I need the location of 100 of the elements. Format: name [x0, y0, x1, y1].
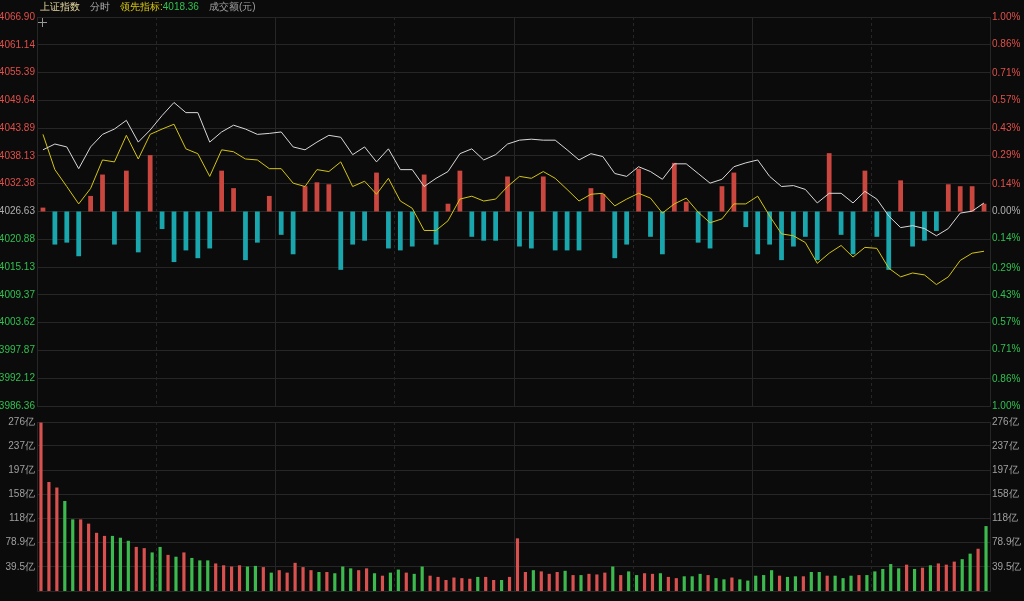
bar — [87, 523, 91, 591]
bar — [714, 578, 718, 591]
bar — [611, 566, 615, 591]
bar — [52, 211, 58, 245]
bar — [195, 211, 201, 259]
bar — [968, 553, 972, 591]
bar — [540, 176, 546, 212]
bar — [738, 579, 742, 591]
y2-tick-label: 0.29% — [992, 148, 1021, 160]
bar — [229, 566, 234, 591]
bar — [253, 565, 257, 591]
bar — [126, 540, 130, 591]
text: 成交额(元) — [208, 1, 256, 13]
chart-title: 上证指数 — [40, 1, 80, 13]
bar — [841, 578, 845, 591]
bar — [388, 572, 392, 591]
bar — [690, 576, 694, 591]
bar — [539, 571, 543, 591]
bar — [825, 575, 829, 591]
bar — [767, 211, 772, 245]
bar — [874, 211, 880, 237]
bar — [468, 578, 472, 591]
bar — [905, 564, 909, 591]
bar — [39, 422, 43, 591]
bar — [791, 211, 796, 247]
bar — [206, 560, 210, 591]
bar — [912, 568, 917, 591]
bar — [603, 572, 607, 591]
bar — [293, 562, 297, 591]
bar — [920, 567, 925, 591]
bar — [648, 211, 653, 237]
y2-tick-label: 0.57% — [992, 94, 1021, 106]
bar — [79, 519, 83, 591]
bar — [64, 211, 70, 243]
bar — [624, 211, 630, 245]
y2-tick-label: 276亿 — [992, 415, 1019, 427]
bar — [277, 570, 281, 591]
y2-tick-label: 0.43% — [992, 121, 1021, 133]
bar — [436, 576, 440, 591]
bar — [47, 482, 51, 591]
bar — [762, 575, 766, 591]
bar — [110, 535, 115, 591]
bar — [380, 575, 385, 591]
bar — [945, 184, 951, 212]
bar — [960, 559, 964, 591]
bar — [674, 578, 678, 591]
bar — [579, 575, 583, 591]
bar — [142, 548, 146, 591]
bar — [695, 211, 701, 243]
bar — [755, 211, 761, 255]
bar — [372, 573, 377, 591]
bar — [326, 184, 332, 212]
bar — [793, 576, 798, 591]
bar — [910, 211, 915, 247]
bar — [523, 572, 527, 591]
bar — [421, 174, 427, 212]
bar — [404, 572, 408, 591]
bar — [412, 573, 416, 591]
bar — [333, 573, 337, 591]
bar — [619, 575, 623, 591]
bar — [94, 532, 99, 591]
bar — [444, 579, 448, 591]
bar — [261, 567, 265, 591]
bar — [420, 566, 424, 591]
bar — [936, 563, 940, 591]
bar — [118, 537, 122, 591]
text: 4018.36 — [162, 1, 199, 13]
bar — [658, 573, 663, 591]
bar — [88, 195, 93, 212]
bar — [969, 186, 975, 212]
y-tick-label: 197亿 — [8, 464, 35, 476]
bar — [349, 568, 353, 591]
bar — [754, 575, 758, 591]
bar — [976, 548, 980, 591]
bar — [63, 500, 67, 591]
bar — [777, 575, 782, 591]
bar — [897, 568, 901, 591]
bar — [898, 180, 904, 212]
bar — [243, 211, 248, 261]
bar — [150, 552, 154, 591]
bar — [817, 572, 821, 591]
bar — [636, 168, 641, 212]
bar — [528, 211, 534, 249]
bar — [214, 563, 218, 591]
bar — [683, 201, 689, 212]
y2-tick-label: 0.00% — [992, 205, 1021, 217]
bar — [731, 172, 737, 212]
bar — [198, 560, 202, 591]
y2-tick-label: 0.86% — [992, 372, 1021, 384]
bar — [934, 211, 939, 231]
bar — [166, 554, 170, 591]
bar — [147, 155, 153, 212]
chart-subtitle: 分时 — [90, 1, 110, 13]
bar — [231, 188, 236, 212]
y-tick-label: 118亿 — [9, 512, 35, 524]
bar — [123, 170, 129, 212]
bar — [481, 211, 487, 241]
bar — [809, 572, 813, 591]
bar — [255, 211, 260, 243]
bar — [409, 211, 415, 247]
